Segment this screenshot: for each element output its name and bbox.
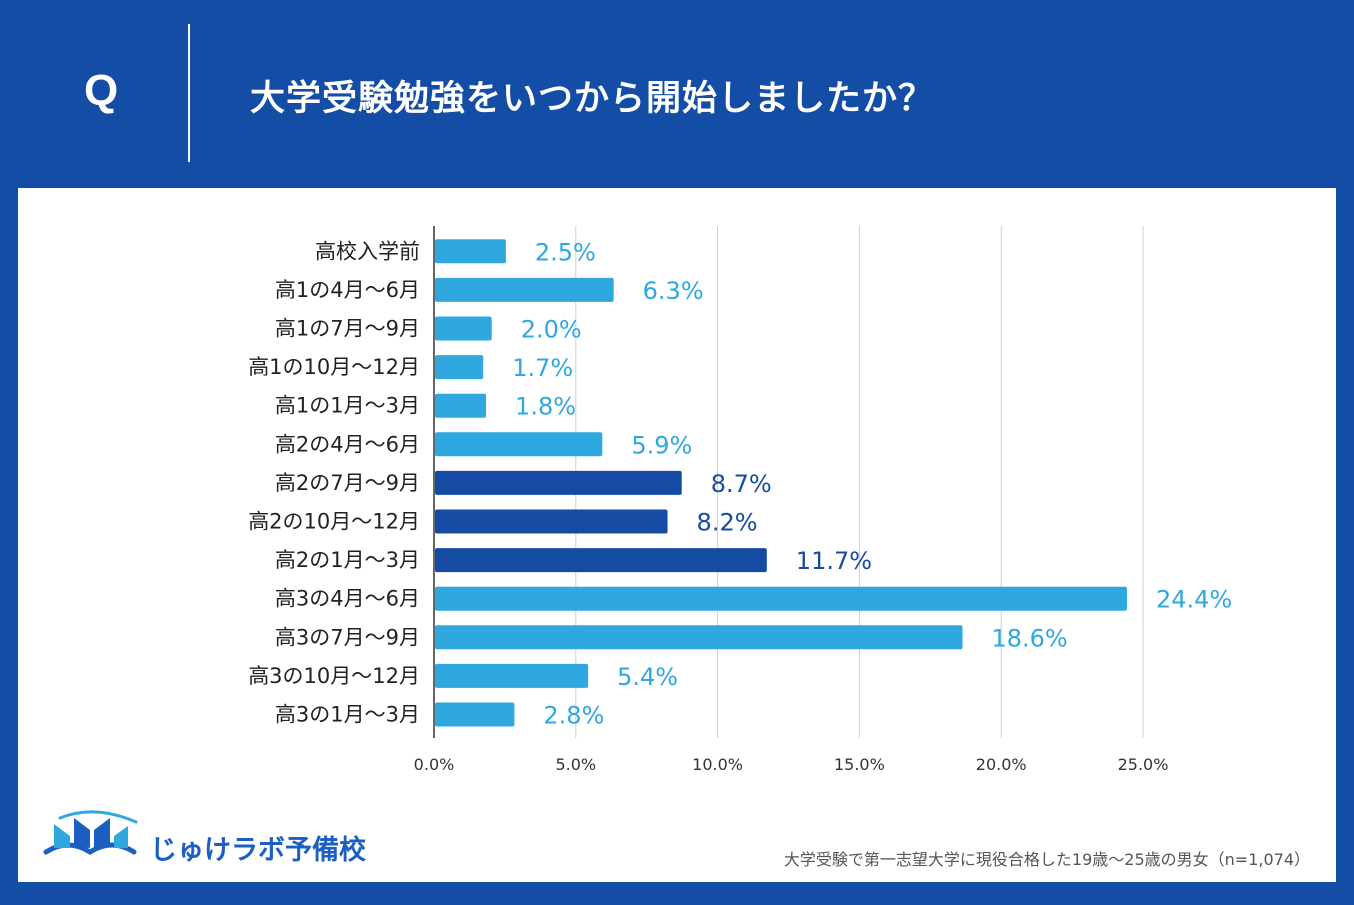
question-title: 大学受験勉強をいつから開始しましたか？ xyxy=(250,79,935,119)
bar xyxy=(435,355,484,380)
value-label: 2.0% xyxy=(521,316,582,344)
category-label: 高校入学前 xyxy=(315,239,420,263)
x-tick-label: 5.0% xyxy=(555,755,596,774)
category-label: 高1の7月～9月 xyxy=(275,317,420,341)
bar xyxy=(435,239,506,264)
header-divider xyxy=(188,24,190,162)
bar xyxy=(435,625,963,650)
value-label: 5.4% xyxy=(617,663,678,691)
bar xyxy=(435,509,668,534)
bar xyxy=(435,586,1127,611)
value-label: 6.3% xyxy=(643,277,704,305)
category-label: 高3の1月～3月 xyxy=(275,703,420,727)
bar xyxy=(435,470,682,495)
value-label: 11.7% xyxy=(796,547,872,575)
value-label: 5.9% xyxy=(631,431,692,459)
question-mark-label: Q xyxy=(84,66,119,115)
category-label: 高3の4月～6月 xyxy=(275,587,420,611)
bar xyxy=(435,702,515,727)
x-tick-label: 15.0% xyxy=(834,755,885,774)
category-label: 高3の7月～9月 xyxy=(275,625,420,649)
value-label: 8.2% xyxy=(697,509,758,537)
category-label: 高1の1月～3月 xyxy=(275,394,420,418)
bar-chart: 0.0% 5.0% 10.0% 15.0% 20.0% 25.0% 高校入学前 2.5% 高1の… xyxy=(248,226,1232,774)
category-label: 高2の7月～9月 xyxy=(275,471,420,495)
category-label: 高1の4月～6月 xyxy=(275,278,420,302)
bar xyxy=(435,663,589,688)
footnote: 大学受験で第一志望大学に現役合格した19歳～25歳の男女（n=1,074） xyxy=(783,850,1310,869)
x-tick-label: 25.0% xyxy=(1118,755,1169,774)
open-book-logo-icon xyxy=(43,810,138,855)
value-label: 18.6% xyxy=(991,624,1067,652)
category-label: 高2の4月～6月 xyxy=(275,432,420,456)
bar xyxy=(435,393,487,418)
value-label: 2.8% xyxy=(543,702,604,730)
value-label: 24.4% xyxy=(1156,586,1232,614)
category-label: 高2の1月～3月 xyxy=(275,548,420,572)
bar xyxy=(435,277,614,302)
bar xyxy=(435,316,492,341)
header-band: Q 大学受験勉強をいつから開始しましたか？ xyxy=(0,0,1354,188)
bar xyxy=(435,432,603,457)
category-label: 高1の10月～12月 xyxy=(248,355,420,379)
value-label: 2.5% xyxy=(535,238,596,266)
logo-text: じゅけラボ予備校 xyxy=(150,835,366,866)
logo: じゅけラボ予備校 xyxy=(40,808,380,868)
bar xyxy=(435,548,767,573)
x-tick-label: 10.0% xyxy=(692,755,743,774)
chart-panel: 0.0% 5.0% 10.0% 15.0% 20.0% 25.0% 高校入学前 2.5% 高1の… xyxy=(18,188,1336,882)
category-label: 高3の10月～12月 xyxy=(248,664,420,688)
value-label: 1.8% xyxy=(515,393,576,421)
x-tick-label: 20.0% xyxy=(976,755,1027,774)
x-tick-label: 0.0% xyxy=(414,755,455,774)
category-label: 高2の10月～12月 xyxy=(248,510,420,534)
value-label: 8.7% xyxy=(711,470,772,498)
value-label: 1.7% xyxy=(512,354,573,382)
